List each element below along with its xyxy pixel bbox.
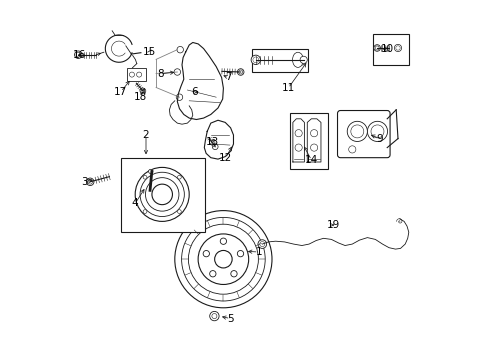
- Circle shape: [174, 69, 180, 75]
- Circle shape: [177, 175, 181, 179]
- Circle shape: [152, 184, 172, 204]
- Circle shape: [148, 169, 153, 174]
- Text: 5: 5: [227, 314, 234, 324]
- Circle shape: [177, 210, 181, 213]
- Circle shape: [351, 125, 364, 138]
- Circle shape: [135, 167, 189, 221]
- Circle shape: [212, 144, 218, 150]
- Circle shape: [177, 46, 183, 53]
- Circle shape: [137, 72, 142, 77]
- Text: 2: 2: [143, 130, 149, 140]
- Text: 10: 10: [381, 44, 394, 54]
- Circle shape: [396, 46, 400, 50]
- Circle shape: [375, 46, 379, 50]
- Circle shape: [260, 242, 265, 247]
- Circle shape: [368, 121, 388, 141]
- Circle shape: [210, 311, 219, 321]
- Text: 8: 8: [157, 69, 164, 79]
- Text: 12: 12: [219, 153, 232, 163]
- Circle shape: [88, 180, 93, 184]
- Text: 19: 19: [326, 220, 340, 230]
- Circle shape: [237, 251, 244, 257]
- Circle shape: [311, 144, 318, 151]
- Circle shape: [295, 130, 302, 137]
- Ellipse shape: [293, 52, 303, 67]
- FancyBboxPatch shape: [338, 111, 390, 158]
- Text: 15: 15: [143, 47, 156, 57]
- Circle shape: [394, 44, 402, 51]
- Circle shape: [371, 125, 384, 138]
- Bar: [121, 158, 205, 232]
- Text: 17: 17: [114, 87, 127, 97]
- Bar: [126, 68, 147, 81]
- Text: 9: 9: [377, 134, 383, 144]
- Circle shape: [253, 57, 259, 63]
- Text: 4: 4: [132, 198, 139, 208]
- Circle shape: [140, 88, 146, 94]
- Circle shape: [215, 251, 232, 268]
- Text: 7: 7: [225, 72, 232, 82]
- Circle shape: [220, 238, 226, 244]
- Circle shape: [300, 56, 307, 63]
- Text: 3: 3: [81, 177, 88, 187]
- Circle shape: [239, 70, 243, 74]
- Circle shape: [129, 72, 134, 77]
- Circle shape: [251, 55, 261, 64]
- Circle shape: [182, 217, 265, 301]
- Circle shape: [146, 177, 179, 211]
- Text: 16: 16: [73, 50, 86, 60]
- Text: 14: 14: [305, 155, 318, 165]
- Circle shape: [237, 69, 244, 75]
- Text: 18: 18: [134, 92, 147, 102]
- Circle shape: [258, 240, 267, 248]
- Circle shape: [198, 234, 248, 284]
- Circle shape: [311, 130, 318, 137]
- Circle shape: [349, 146, 356, 153]
- Circle shape: [212, 314, 217, 319]
- Text: 11: 11: [282, 83, 295, 93]
- Circle shape: [76, 53, 81, 57]
- Bar: [252, 49, 308, 72]
- Bar: [290, 113, 328, 169]
- Circle shape: [189, 224, 258, 294]
- Circle shape: [143, 175, 147, 179]
- Text: 6: 6: [191, 87, 198, 97]
- Circle shape: [203, 251, 209, 257]
- Circle shape: [295, 144, 302, 151]
- Circle shape: [143, 210, 147, 213]
- Circle shape: [140, 172, 184, 216]
- Circle shape: [347, 121, 368, 141]
- Text: 13: 13: [206, 137, 219, 147]
- Circle shape: [175, 211, 272, 308]
- Circle shape: [374, 45, 380, 51]
- Text: 1: 1: [255, 247, 262, 257]
- Circle shape: [74, 51, 82, 58]
- Circle shape: [210, 271, 216, 277]
- Circle shape: [231, 271, 237, 277]
- Circle shape: [86, 178, 94, 185]
- Bar: [373, 34, 409, 65]
- Circle shape: [176, 94, 183, 100]
